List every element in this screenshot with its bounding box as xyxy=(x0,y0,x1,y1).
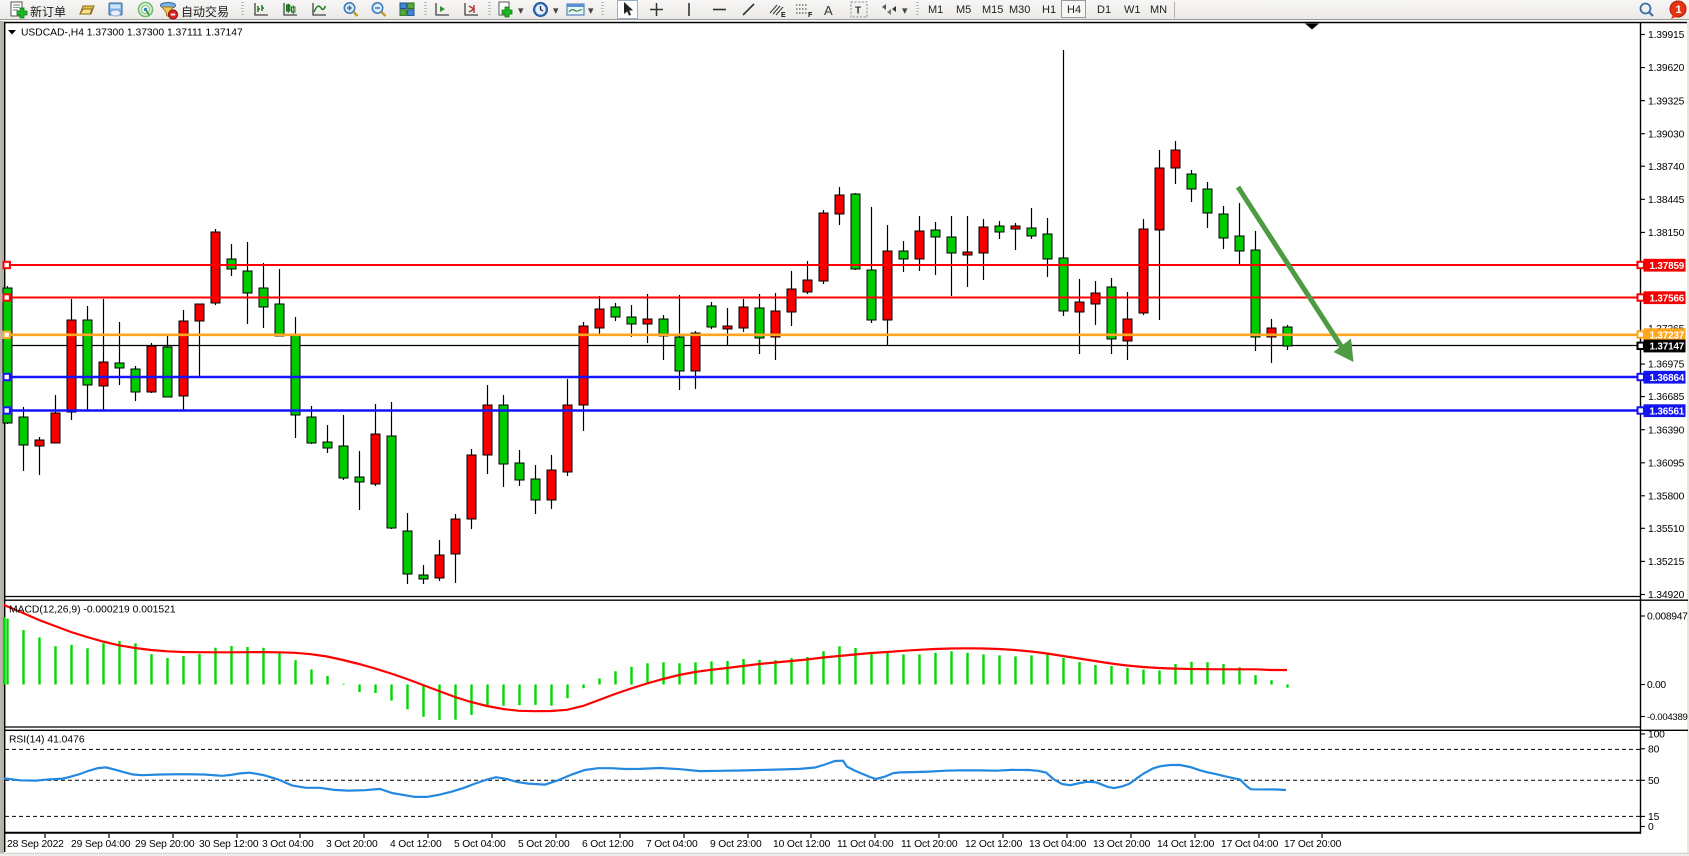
svg-text:E: E xyxy=(781,12,786,19)
svg-text:12 Oct 12:00: 12 Oct 12:00 xyxy=(965,839,1023,850)
svg-text:1.35510: 1.35510 xyxy=(1648,524,1685,535)
svg-text:4 Oct 12:00: 4 Oct 12:00 xyxy=(390,839,442,850)
svg-text:80: 80 xyxy=(1648,744,1660,755)
svg-text:9 Oct 23:00: 9 Oct 23:00 xyxy=(710,839,762,850)
svg-text:MACD(12,26,9) -0.000219 0.0015: MACD(12,26,9) -0.000219 0.001521 xyxy=(9,605,176,616)
svg-text:17 Oct 20:00: 17 Oct 20:00 xyxy=(1284,839,1342,850)
svg-text:1.38445: 1.38445 xyxy=(1648,195,1685,206)
svg-text:-0.004389: -0.004389 xyxy=(1647,712,1688,723)
svg-text:1.39620: 1.39620 xyxy=(1648,63,1685,74)
svg-text:0: 0 xyxy=(1648,822,1654,833)
svg-text:13 Oct 20:00: 13 Oct 20:00 xyxy=(1093,839,1151,850)
svg-text:5 Oct 20:00: 5 Oct 20:00 xyxy=(518,839,570,850)
svg-text:1.37859: 1.37859 xyxy=(1650,261,1685,272)
svg-text:11 Oct 04:00: 11 Oct 04:00 xyxy=(837,839,894,850)
svg-text:1.36095: 1.36095 xyxy=(1648,458,1685,469)
svg-text:7 Oct 04:00: 7 Oct 04:00 xyxy=(646,839,698,850)
svg-text:1.37237: 1.37237 xyxy=(1650,330,1685,341)
svg-text:1: 1 xyxy=(1676,4,1682,16)
svg-text:13 Oct 04:00: 13 Oct 04:00 xyxy=(1029,839,1087,850)
svg-text:28 Sep 2022: 28 Sep 2022 xyxy=(7,839,64,850)
svg-text:100: 100 xyxy=(1648,730,1665,741)
svg-text:3 Oct 20:00: 3 Oct 20:00 xyxy=(326,839,378,850)
svg-text:1.38740: 1.38740 xyxy=(1648,162,1685,173)
svg-text:30 Sep 12:00: 30 Sep 12:00 xyxy=(199,839,259,850)
svg-text:17 Oct 04:00: 17 Oct 04:00 xyxy=(1221,839,1279,850)
svg-text:1.35800: 1.35800 xyxy=(1648,491,1685,502)
svg-text:0.00: 0.00 xyxy=(1647,680,1666,691)
svg-text:USDCAD-,H4 1.37300 1.37300 1.: USDCAD-,H4 1.37300 1.37300 1.37111 1.371… xyxy=(21,28,243,39)
svg-text:5 Oct 04:00: 5 Oct 04:00 xyxy=(454,839,506,850)
svg-text:1.38150: 1.38150 xyxy=(1648,228,1685,239)
svg-text:29 Sep 20:00: 29 Sep 20:00 xyxy=(135,839,195,850)
svg-text:1.35215: 1.35215 xyxy=(1648,557,1685,568)
svg-text:11 Oct 20:00: 11 Oct 20:00 xyxy=(901,839,958,850)
svg-text:1.36864: 1.36864 xyxy=(1650,373,1685,384)
svg-text:1.36561: 1.36561 xyxy=(1650,406,1685,417)
svg-text:15: 15 xyxy=(1648,812,1660,823)
svg-text:6 Oct 12:00: 6 Oct 12:00 xyxy=(582,839,634,850)
svg-text:1.39915: 1.39915 xyxy=(1648,30,1685,41)
svg-text:3 Oct 04:00: 3 Oct 04:00 xyxy=(262,839,314,850)
svg-text:T: T xyxy=(855,6,861,17)
svg-text:1.39030: 1.39030 xyxy=(1648,129,1685,140)
svg-text:1.36390: 1.36390 xyxy=(1648,425,1685,436)
svg-text:29 Sep 04:00: 29 Sep 04:00 xyxy=(71,839,131,850)
svg-text:1.37147: 1.37147 xyxy=(1650,342,1685,353)
svg-text:10 Oct 12:00: 10 Oct 12:00 xyxy=(773,839,831,850)
svg-text:1.37566: 1.37566 xyxy=(1650,293,1685,304)
svg-text:1.36975: 1.36975 xyxy=(1648,360,1685,371)
svg-text:0.008947: 0.008947 xyxy=(1647,612,1688,623)
svg-text:1.34920: 1.34920 xyxy=(1648,590,1685,601)
svg-text:1.39325: 1.39325 xyxy=(1648,96,1685,107)
svg-text:F: F xyxy=(808,12,813,19)
svg-text:50: 50 xyxy=(1648,776,1660,787)
svg-text:RSI(14) 41.0476: RSI(14) 41.0476 xyxy=(9,735,85,746)
svg-text:1.36685: 1.36685 xyxy=(1648,392,1685,403)
svg-text:14 Oct 12:00: 14 Oct 12:00 xyxy=(1157,839,1215,850)
